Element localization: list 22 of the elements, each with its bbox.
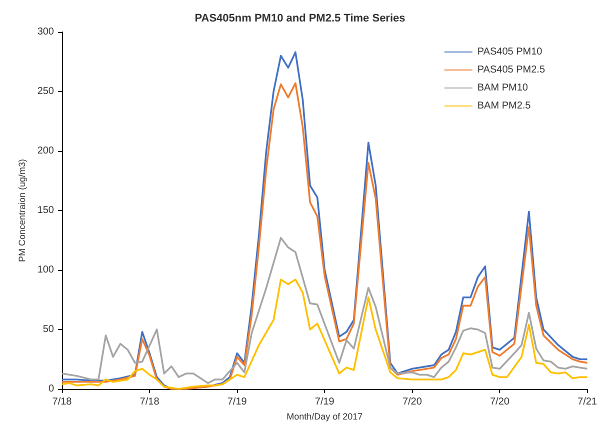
x-tick-label: 7/20 <box>490 396 510 408</box>
x-tick-label: 7/18 <box>52 396 72 408</box>
y-tick-label: 150 <box>37 205 54 216</box>
y-tick-label: 100 <box>37 264 54 276</box>
legend-label: PAS405 PM10 <box>477 46 543 58</box>
legend-label: BAM PM2.5 <box>477 100 532 112</box>
y-axis-title: PM Concentraion (ug/m3) <box>16 158 27 262</box>
line-series <box>61 236 588 384</box>
y-tick-label: 0 <box>48 384 54 394</box>
y-tick-label: 250 <box>37 86 54 97</box>
legend-label: BAM PM10 <box>477 82 528 94</box>
x-axis-title: Month/Day of 2017 <box>286 411 363 422</box>
y-tick-label: 200 <box>37 146 54 156</box>
x-tick-label: 7/19 <box>227 396 248 408</box>
y-tick-label: 300 <box>37 26 54 38</box>
x-tick-label: 7/21 <box>578 396 598 408</box>
x-tick-label: 7/20 <box>402 396 422 408</box>
legend-label: PAS405 PM2.5 <box>477 64 546 76</box>
y-tick-label: 50 <box>42 324 54 335</box>
x-tick-label: 7/18 <box>140 396 160 408</box>
x-tick-label: 7/19 <box>314 396 335 408</box>
chart-title: PAS405nm PM10 and PM2.5 Time Series <box>194 12 406 24</box>
